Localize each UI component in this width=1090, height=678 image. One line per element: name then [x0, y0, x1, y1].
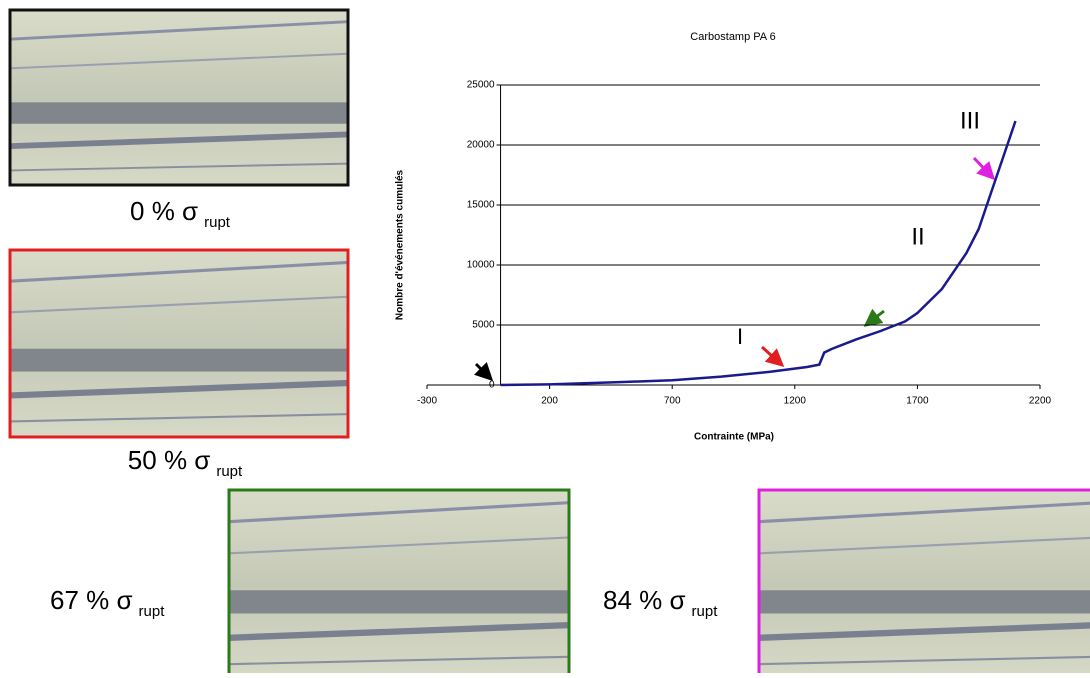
arrow — [474, 362, 494, 382]
y-tick-label: 15000 — [467, 200, 495, 211]
x-axis-label: Contrainte (MPa) — [694, 432, 774, 443]
arrow — [972, 156, 996, 181]
micrograph-border — [8, 8, 350, 187]
micrograph: 67 % σ rupt — [50, 488, 571, 678]
micrograph: 0 % σ rupt — [10, 10, 348, 231]
y-axis-label: Nombre d'événements cumulés — [395, 169, 406, 320]
x-tick-label: 1700 — [906, 396, 929, 407]
micrograph-border — [227, 488, 571, 678]
annotation: III — [960, 107, 980, 134]
y-tick-label: 20000 — [467, 140, 495, 151]
caption-subscript: rupt — [139, 603, 166, 620]
caption-text: 84 % σ — [603, 585, 686, 615]
micrograph: 50 % σ rupt — [10, 250, 348, 480]
micrograph: 84 % σ rupt — [603, 488, 1090, 678]
data-line — [500, 120, 1017, 387]
caption: 84 % σ rupt — [603, 585, 718, 620]
micrograph-border — [757, 488, 1090, 678]
x-tick-label: 200 — [541, 396, 558, 407]
x-tick-label: 2200 — [1029, 396, 1052, 407]
micrographs: 0 % σ rupt 50 % σ rupt 67 % σ rupt 84 % σ rupt — [10, 10, 1090, 678]
arrow — [760, 345, 785, 368]
micrograph-image — [759, 490, 1090, 673]
caption-text: 67 % σ — [50, 585, 133, 615]
annotation: I — [737, 324, 743, 349]
caption: 0 % σ rupt — [130, 196, 231, 231]
y-tick-label: 5000 — [472, 320, 495, 331]
caption-text: 50 % σ — [128, 445, 211, 475]
micrograph-image — [10, 250, 348, 437]
y-tick-label: 25000 — [467, 80, 495, 91]
x-tick-label: 700 — [664, 396, 681, 407]
arrow — [863, 308, 885, 327]
caption: 67 % σ rupt — [50, 585, 165, 620]
caption-subscript: rupt — [692, 603, 719, 620]
micrograph-image — [229, 490, 569, 673]
micrograph-image — [10, 10, 348, 185]
caption: 50 % σ rupt — [128, 445, 243, 480]
x-tick-label: 1200 — [784, 396, 807, 407]
caption-subscript: rupt — [216, 463, 243, 480]
caption-subscript: rupt — [204, 214, 231, 231]
caption-text: 0 % σ — [130, 196, 198, 226]
y-tick-label: 10000 — [467, 260, 495, 271]
micrograph-border — [8, 248, 350, 439]
annotation: II — [911, 223, 924, 250]
x-tick-label: -300 — [417, 396, 437, 407]
arrows — [474, 156, 996, 382]
chart-title: Carbostamp PA 6 — [690, 31, 775, 43]
